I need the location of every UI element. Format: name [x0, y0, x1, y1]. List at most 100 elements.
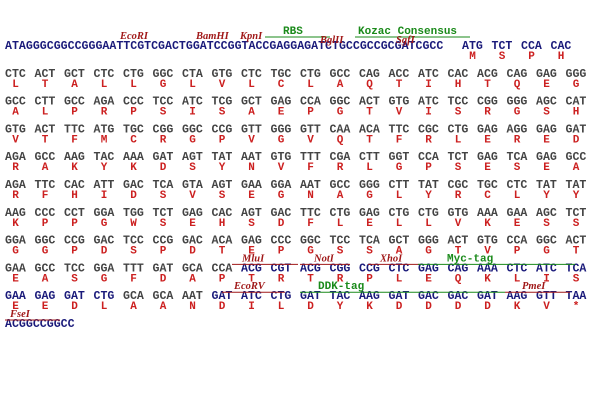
- amino-acid: L: [396, 273, 403, 285]
- amino-acid: G: [396, 162, 403, 174]
- amino-acid: D: [130, 190, 137, 202]
- amino-acid: S: [573, 273, 580, 285]
- amino-acid: G: [278, 190, 285, 202]
- amino-acid: L: [307, 79, 314, 91]
- codon: CTT: [35, 96, 56, 109]
- amino-acid: H: [558, 51, 565, 63]
- codon: GAG: [536, 123, 557, 136]
- amino-acid: T: [366, 134, 373, 146]
- amino-acid: E: [12, 301, 19, 313]
- codon: CTC: [507, 179, 528, 192]
- codon: ATC: [536, 262, 557, 275]
- feature-label: EcoRI: [119, 31, 149, 42]
- codon: TAT: [566, 179, 587, 192]
- codon: GAG: [182, 207, 203, 220]
- codon: CAA: [330, 123, 351, 136]
- codon: AAG: [64, 151, 85, 164]
- codon: GAG: [241, 235, 262, 248]
- amino-acid: L: [425, 218, 432, 230]
- codon: TCA: [359, 235, 380, 248]
- amino-acid: S: [130, 246, 137, 258]
- codon: GAG: [477, 123, 498, 136]
- amino-acid: F: [71, 134, 78, 146]
- codon: CTA: [182, 68, 203, 81]
- amino-acid: R: [12, 162, 19, 174]
- amino-acid: T: [42, 134, 49, 146]
- codon: GAT: [212, 290, 233, 303]
- codon: GCA: [153, 290, 174, 303]
- codon: ACC: [389, 68, 410, 81]
- amino-acid: N: [248, 162, 255, 174]
- amino-acid: L: [396, 190, 403, 202]
- amino-acid: G: [189, 134, 196, 146]
- amino-acid: R: [337, 162, 344, 174]
- amino-acid: L: [514, 273, 521, 285]
- amino-acid: D: [160, 162, 167, 174]
- codon: GAA: [241, 179, 262, 192]
- codon: TCG: [212, 96, 233, 109]
- amino-acid: P: [219, 134, 226, 146]
- codon: CGC: [418, 123, 439, 136]
- codon: TCC: [153, 96, 174, 109]
- feature-label: EcoRV: [233, 281, 266, 292]
- amino-acid: *: [573, 301, 580, 313]
- amino-acid: M: [101, 134, 108, 146]
- codon: AAT: [182, 290, 203, 303]
- amino-acid: L: [396, 218, 403, 230]
- amino-acid: T: [455, 246, 462, 258]
- amino-acid: I: [101, 190, 108, 202]
- feature-label: FseI: [9, 309, 31, 320]
- codon: AGA: [94, 96, 115, 109]
- amino-acid: S: [160, 218, 167, 230]
- amino-acid: L: [337, 218, 344, 230]
- amino-acid: A: [248, 107, 255, 119]
- codon: AGT: [182, 151, 203, 164]
- amino-acid: A: [130, 301, 137, 313]
- amino-acid: T: [307, 273, 314, 285]
- amino-acid: T: [219, 246, 226, 258]
- amino-acid: A: [42, 162, 49, 174]
- codon: TCA: [153, 179, 174, 192]
- feature-label: Myc-tag: [447, 253, 493, 265]
- amino-acid: V: [307, 134, 314, 146]
- amino-acid: S: [189, 162, 196, 174]
- amino-acid: S: [219, 107, 226, 119]
- codon: GGG: [418, 235, 439, 248]
- amino-acid: G: [514, 107, 521, 119]
- codon: ACA: [212, 235, 233, 248]
- codon: GCA: [182, 262, 203, 275]
- codon: TTT: [123, 262, 144, 275]
- codon: GAT: [153, 262, 174, 275]
- feature-label: PmeI: [522, 281, 546, 292]
- codon: GGA: [94, 207, 115, 220]
- codon: CTC: [389, 262, 410, 275]
- amino-acid: H: [219, 218, 226, 230]
- codon: AAA: [477, 207, 498, 220]
- codon: CCA: [521, 40, 542, 53]
- codon: GCT: [389, 235, 410, 248]
- amino-acid: F: [130, 273, 137, 285]
- codon: CTC: [94, 68, 115, 81]
- codon: TCC: [330, 235, 351, 248]
- codon: GGC: [300, 235, 321, 248]
- codon: TTT: [300, 151, 321, 164]
- amino-acid: K: [484, 273, 491, 285]
- amino-acid: R: [425, 134, 432, 146]
- codon: TCT: [492, 40, 513, 53]
- codon: GTG: [477, 235, 498, 248]
- amino-acid: R: [278, 273, 285, 285]
- codon: CCC: [123, 96, 144, 109]
- amino-acid: P: [219, 273, 226, 285]
- codon: GTG: [212, 68, 233, 81]
- amino-acid: A: [337, 190, 344, 202]
- amino-acid: G: [12, 246, 19, 258]
- amino-acid: L: [248, 79, 255, 91]
- codon: GAC: [123, 179, 144, 192]
- amino-acid: D: [307, 301, 314, 313]
- amino-acid: P: [528, 51, 535, 63]
- amino-acid: E: [543, 79, 550, 91]
- amino-acid: P: [514, 246, 521, 258]
- codon: GAG: [536, 151, 557, 164]
- amino-acid: A: [160, 301, 167, 313]
